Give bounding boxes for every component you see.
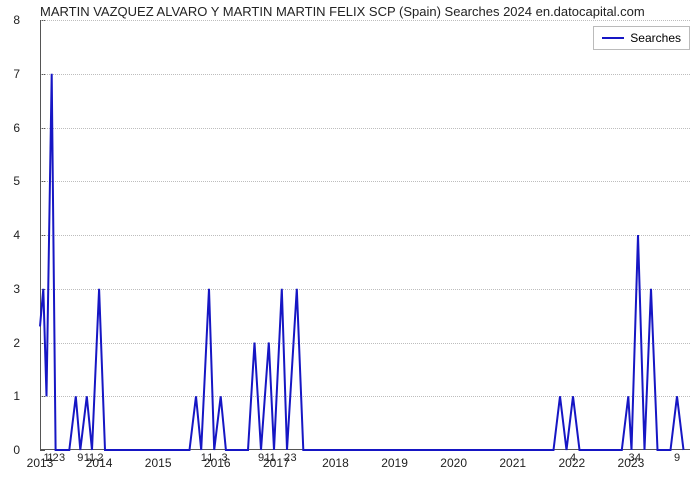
legend: Searches bbox=[593, 26, 690, 50]
y-tick-label: 1 bbox=[0, 389, 20, 403]
value-label: 3 bbox=[628, 452, 634, 464]
legend-label: Searches bbox=[630, 31, 681, 45]
value-label: 1 bbox=[207, 452, 213, 464]
value-label: 3 bbox=[290, 452, 296, 464]
y-tick-label: 3 bbox=[0, 282, 20, 296]
value-label: 9 bbox=[258, 452, 264, 464]
value-label: 3 bbox=[59, 452, 65, 464]
y-tick-label: 2 bbox=[0, 336, 20, 350]
value-label: 9 bbox=[674, 452, 680, 464]
line-chart: MARTIN VAZQUEZ ALVARO Y MARTIN MARTIN FE… bbox=[0, 0, 700, 500]
y-tick-label: 6 bbox=[0, 121, 20, 135]
value-label: 4 bbox=[635, 452, 641, 464]
value-label: 2 bbox=[284, 452, 290, 464]
y-tick-label: 5 bbox=[0, 174, 20, 188]
x-tick-label: 2018 bbox=[322, 456, 349, 470]
series-line bbox=[40, 20, 690, 450]
x-tick-label: 2021 bbox=[499, 456, 526, 470]
y-tick-label: 0 bbox=[0, 443, 20, 457]
y-tick-label: 8 bbox=[0, 13, 20, 27]
legend-swatch bbox=[602, 37, 624, 39]
x-tick-label: 2020 bbox=[440, 456, 467, 470]
y-tick-label: 4 bbox=[0, 228, 20, 242]
value-label: 2 bbox=[53, 452, 59, 464]
y-tick-label: 7 bbox=[0, 67, 20, 81]
value-label: 9 bbox=[77, 452, 83, 464]
chart-title: MARTIN VAZQUEZ ALVARO Y MARTIN MARTIN FE… bbox=[40, 4, 645, 19]
value-label: 1 bbox=[201, 452, 207, 464]
value-label: 3 bbox=[222, 452, 228, 464]
value-label: 2 bbox=[97, 452, 103, 464]
value-label: 4 bbox=[570, 452, 576, 464]
value-label: 1 bbox=[89, 452, 95, 464]
value-label: 1 bbox=[270, 452, 276, 464]
x-tick-label: 2015 bbox=[145, 456, 172, 470]
x-tick-label: 2019 bbox=[381, 456, 408, 470]
